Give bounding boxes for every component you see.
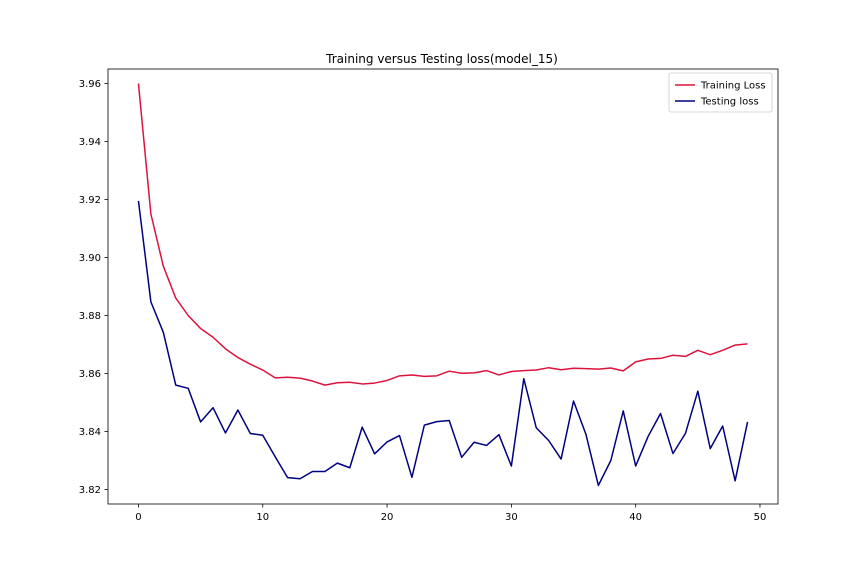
x-tick-label: 30 [505,512,518,523]
x-tick-label: 10 [256,512,269,523]
y-tick-label: 3.94 [79,137,101,148]
x-tick-label: 50 [754,512,767,523]
x-tick-label: 0 [135,512,141,523]
y-tick-label: 3.86 [79,369,101,380]
y-tick-label: 3.96 [79,79,101,90]
y-tick-label: 3.84 [79,427,101,438]
legend: Training Loss Testing loss [668,72,773,113]
y-tick-label: 3.92 [79,195,101,206]
series-line-testing-loss [137,200,749,487]
plot-area [137,83,749,487]
x-tick-label: 40 [629,512,642,523]
axes: 0 10 20 30 40 50 3.82 3.84 3.86 3.88 3.90 3.92 3.94 3… [79,68,779,523]
legend-box [668,72,773,113]
chart-title: Training versus Testing loss(model_15) [325,52,558,66]
x-tick-label: 20 [381,512,394,523]
legend-label-training-loss: Training Loss [700,81,766,92]
y-tick-label: 3.88 [79,311,101,322]
series-line-training-loss [137,83,748,386]
y-tick-label: 3.82 [79,485,101,496]
y-tick-label: 3.90 [79,253,101,264]
axes-frame [107,68,779,505]
legend-label-testing-loss: Testing loss [700,97,759,108]
